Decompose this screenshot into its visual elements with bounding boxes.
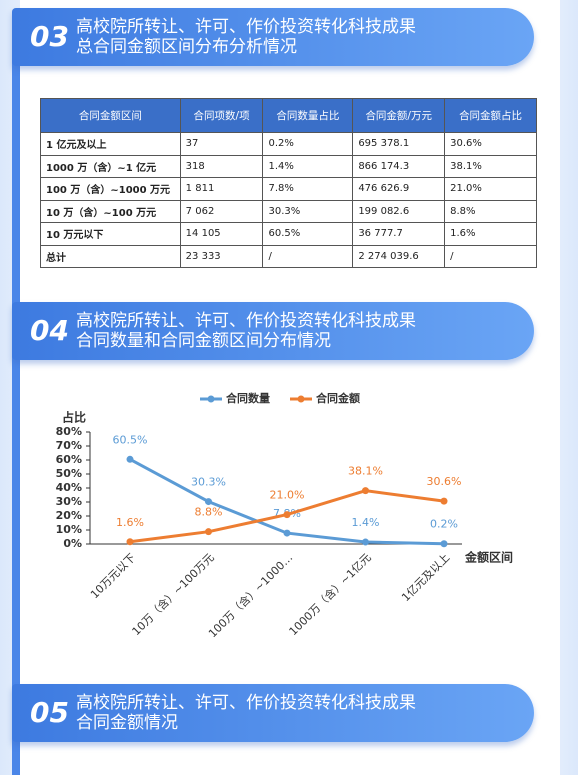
table-row: 1000 万（含）~1 亿元 318 1.4% 866 174.3 38.1% [40,154,537,178]
table-cell: 总计 [40,244,181,268]
legend-marker [207,395,215,403]
data-point [126,538,134,546]
table-cell: 30.6% [444,132,537,156]
y-tick-label: 80% [56,425,82,438]
data-label: 30.6% [427,475,462,488]
table-cell: 199 082.6 [352,199,446,223]
table-cell: 23 333 [179,244,264,268]
table-cell: 100 万（含）~1000 万元 [40,177,181,201]
section-number: 04 [30,314,69,347]
table-row: 1 亿元及以上 37 0.2% 695 378.1 30.6% [40,132,537,156]
y-tick-label: 50% [56,467,82,480]
table-cell: 0.2% [262,132,354,156]
header-cell: 合同金额区间 [40,98,181,133]
y-axis-title: 占比 [62,410,86,425]
table-cell: 37 [179,132,264,156]
table-cell: 1.6% [444,222,537,246]
x-tick-label: 10万元以下 [88,551,138,601]
data-point [205,498,212,506]
table-cell: 7.8% [262,177,354,201]
legend-label: 合同金额 [316,391,360,405]
section-title: 总合同金额区间分布分析情况 [76,37,297,57]
data-point [283,529,291,537]
section-title: 高校院所转让、许可、作价投资转化科技成果 [76,17,416,37]
data-point [205,528,212,536]
data-label: 60.5% [113,433,148,446]
data-table: 合同金额区间 合同项数/项 合同数量占比 合同金额/万元 合同金额占比 1 亿元及以上 3… [40,98,537,268]
side-stripe [12,40,20,775]
data-label: 1.4% [352,516,380,529]
table-cell: / [262,244,354,268]
table-row: 100 万（含）~1000 万元 1 811 7.8% 476 626.9 21.0% [40,177,537,201]
data-point [440,540,448,548]
data-label: 1.6% [116,516,144,529]
data-point [440,497,448,505]
data-point [283,511,291,519]
section-number: 05 [30,696,69,729]
table-cell: 8.8% [444,199,537,223]
legend-label: 合同数量 [226,391,270,405]
data-label: 0.2% [430,518,458,531]
y-tick-label: 40% [56,481,82,494]
x-tick-label: 1亿元及以上 [399,551,452,604]
header-cell: 合同项数/项 [179,98,264,133]
legend-marker [297,395,305,403]
table-cell: 2 274 039.6 [352,244,446,268]
table-cell: 60.5% [262,222,354,246]
data-point [362,487,369,495]
header-cell: 合同数量占比 [262,98,354,133]
table-cell: / [444,244,537,268]
data-point [126,455,134,463]
data-label: 21.0% [270,489,305,502]
table-cell: 21.0% [444,177,537,201]
y-tick-label: 70% [56,439,82,452]
y-tick-label: 30% [56,495,82,508]
table-cell: 866 174.3 [352,154,446,178]
y-tick-label: 60% [56,453,82,466]
table-cell: 7 062 [179,199,264,223]
table-cell: 38.1% [444,154,537,178]
data-label: 30.3% [191,476,226,489]
header-cell: 合同金额/万元 [352,98,446,133]
section-title: 高校院所转让、许可、作价投资转化科技成果 [76,311,416,331]
section-title: 合同金额情况 [76,713,178,733]
y-tick-label: 10% [56,523,82,536]
section-banner: 03 高校院所转让、许可、作价投资转化科技成果 总合同金额区间分布分析情况 [12,8,534,66]
table-cell: 1.4% [262,154,354,178]
section-title: 高校院所转让、许可、作价投资转化科技成果 [76,693,416,713]
data-point [362,538,369,546]
table-cell: 36 777.7 [352,222,446,246]
x-tick-label: 10万（含）~100万元 [129,550,217,638]
table-cell: 318 [179,154,264,178]
table-cell: 695 378.1 [352,132,446,156]
section-banner: 04 高校院所转让、许可、作价投资转化科技成果 合同数量和合同金额区间分布情况 [12,302,534,360]
table-row: 总计 23 333/2 274 039.6/ [40,244,537,268]
table-row: 10 万元以下 14 105 60.5% 36 777.7 1.6% [40,222,537,246]
data-label: 38.1% [348,465,383,478]
table-cell: 30.3% [262,199,354,223]
y-tick-label: 0% [63,537,82,550]
data-label: 8.8% [195,506,223,519]
x-tick-label: 100万（含）~1000… [205,550,295,640]
section-banner: 05 高校院所转让、许可、作价投资转化科技成果 合同金额情况 [12,684,534,742]
header-cell: 合同金额占比 [444,98,537,133]
x-tick-label: 1000万（含）~1亿元 [286,550,374,638]
y-tick-label: 20% [56,509,82,522]
x-axis-title: 金额区间 [464,550,513,565]
table-row: 10 万（含）~100 万元 7 062 30.3% 199 082.6 8.8% [40,199,537,223]
section-title: 合同数量和合同金额区间分布情况 [76,331,331,351]
section-number: 03 [30,20,69,53]
